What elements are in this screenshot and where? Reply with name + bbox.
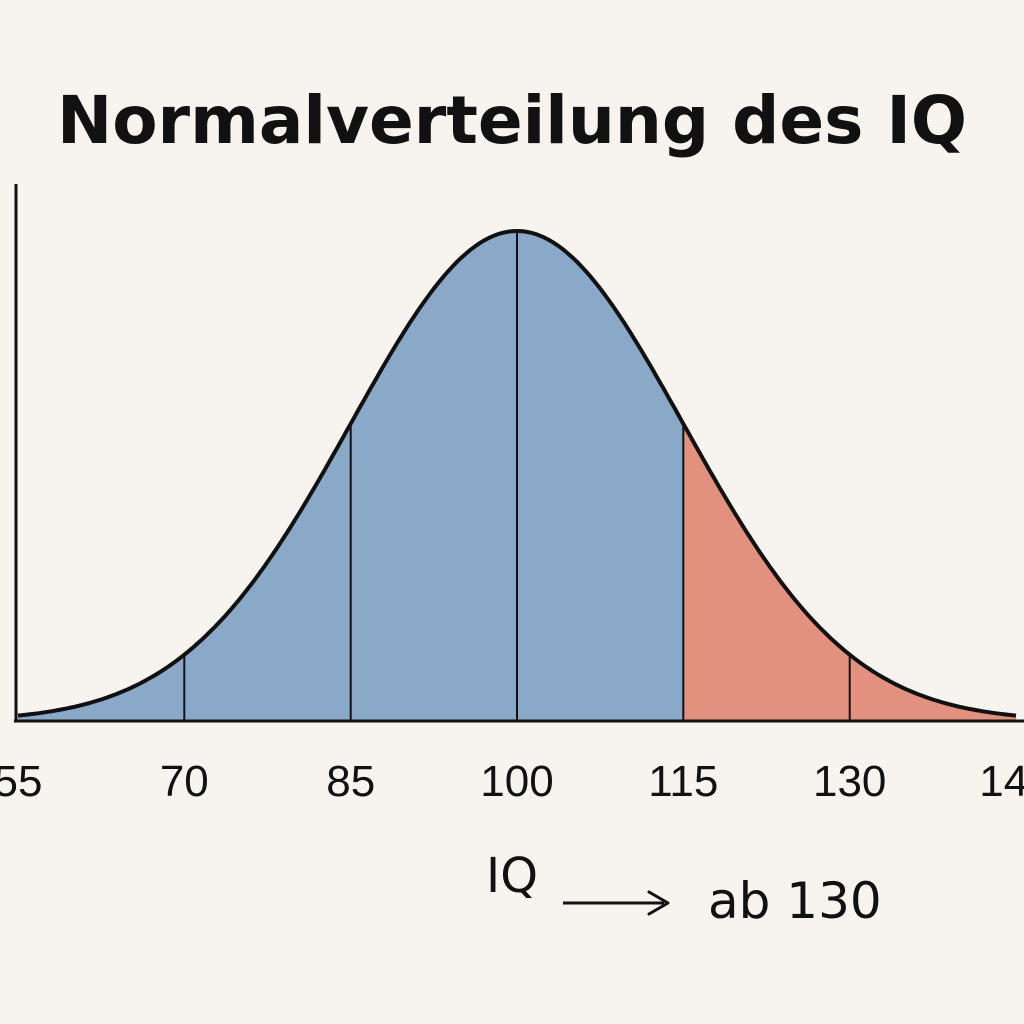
annotation-arrow <box>563 890 670 916</box>
distribution-curve <box>17 229 1017 718</box>
x-axis-label: IQ <box>486 848 538 904</box>
annotation-label: ab 130 <box>708 872 882 930</box>
tick-label-55: 55 <box>0 757 42 806</box>
x-tick-labels: 55 70 85 100 115 130 145 <box>0 757 1024 806</box>
tick-label-100: 100 <box>480 757 553 806</box>
region-1 <box>683 423 1016 721</box>
tick-label-130: 130 <box>813 757 886 806</box>
tick-label-70: 70 <box>160 757 209 806</box>
tick-label-85: 85 <box>326 757 375 806</box>
tick-label-145: 145 <box>979 757 1024 806</box>
tick-label-115: 115 <box>648 757 718 806</box>
divider-lines <box>183 231 851 721</box>
chart-title: Normalverteilung des IQ <box>57 82 967 159</box>
